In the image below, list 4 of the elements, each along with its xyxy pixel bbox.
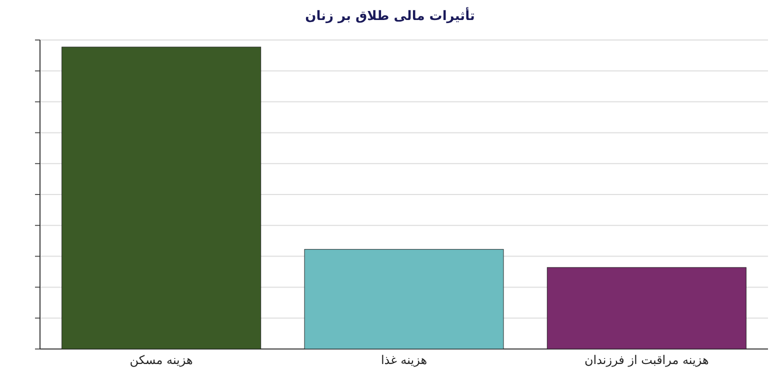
x-tick-label: هزینه مراقبت از فرزندان xyxy=(584,353,709,367)
x-tick-label: هزینه مسکن xyxy=(130,353,193,367)
chart-title: تأثیرات مالی طلاق بر زنان xyxy=(305,7,475,24)
x-tick-label: هزینه غذا xyxy=(380,353,428,367)
